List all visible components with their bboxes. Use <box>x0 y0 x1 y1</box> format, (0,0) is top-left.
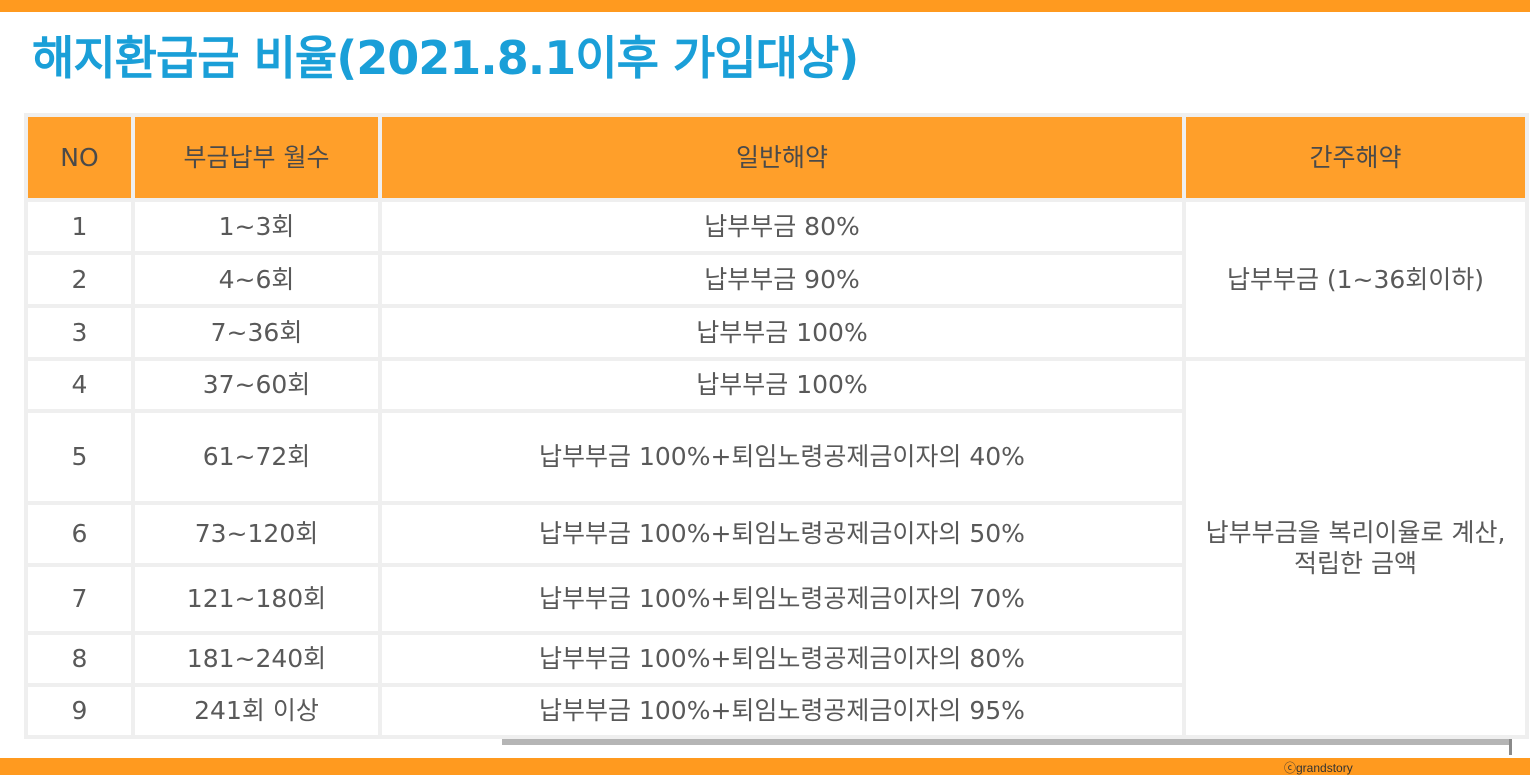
table-shadow-edge <box>1509 739 1512 755</box>
cell-no: 2 <box>28 255 131 304</box>
cell-no: 6 <box>28 505 131 563</box>
cell-deemed-group-2: 납부부금을 복리이율로 계산, 적립한 금액 <box>1186 361 1525 735</box>
cell-general: 납부부금 100% <box>382 361 1182 409</box>
copyright-footer: ⓒgrandstory <box>1284 761 1353 775</box>
deemed-group-2-line1: 납부부금을 복리이율로 계산, <box>1205 517 1506 547</box>
deemed-group-2-line2: 적립한 금액 <box>1294 549 1417 578</box>
refund-rate-table: NO 부금납부 월수 일반해약 간주해약 1 1~3회 납부부금 80% 2 4… <box>24 113 1529 739</box>
header-general-cancel: 일반해약 <box>382 117 1182 198</box>
cell-no: 3 <box>28 308 131 357</box>
cell-general: 납부부금 100% <box>382 308 1182 357</box>
cell-months: 1~3회 <box>135 202 378 251</box>
bottom-accent-bar <box>0 758 1530 775</box>
cell-no: 1 <box>28 202 131 251</box>
cell-no: 8 <box>28 635 131 683</box>
header-months: 부금납부 월수 <box>135 117 378 198</box>
cell-general: 납부부금 100%+퇴임노령공제금이자의 50% <box>382 505 1182 563</box>
cell-general: 납부부금 80% <box>382 202 1182 251</box>
cell-general: 납부부금 100%+퇴임노령공제금이자의 70% <box>382 567 1182 631</box>
cell-general: 납부부금 100%+퇴임노령공제금이자의 95% <box>382 687 1182 735</box>
header-no: NO <box>28 117 131 198</box>
cell-months: 4~6회 <box>135 255 378 304</box>
cell-no: 5 <box>28 413 131 501</box>
cell-no: 9 <box>28 687 131 735</box>
cell-months: 73~120회 <box>135 505 378 563</box>
cell-months: 7~36회 <box>135 308 378 357</box>
cell-months: 61~72회 <box>135 413 378 501</box>
top-accent-bar <box>0 0 1530 12</box>
cell-no: 7 <box>28 567 131 631</box>
cell-no: 4 <box>28 361 131 409</box>
cell-general: 납부부금 90% <box>382 255 1182 304</box>
cell-general: 납부부금 100%+퇴임노령공제금이자의 80% <box>382 635 1182 683</box>
cell-months: 121~180회 <box>135 567 378 631</box>
deemed-group-1-text: 납부부금 (1~36회이하) <box>1226 264 1485 294</box>
page-title: 해지환급금 비율(2021.8.1이후 가입대상) <box>32 31 859 85</box>
cell-general: 납부부금 100%+퇴임노령공제금이자의 40% <box>382 413 1182 501</box>
cell-months: 181~240회 <box>135 635 378 683</box>
cell-months: 37~60회 <box>135 361 378 409</box>
header-deemed-cancel: 간주해약 <box>1186 117 1525 198</box>
table-shadow <box>502 739 1512 745</box>
cell-deemed-group-1: 납부부금 (1~36회이하) <box>1186 202 1525 357</box>
cell-months: 241회 이상 <box>135 687 378 735</box>
